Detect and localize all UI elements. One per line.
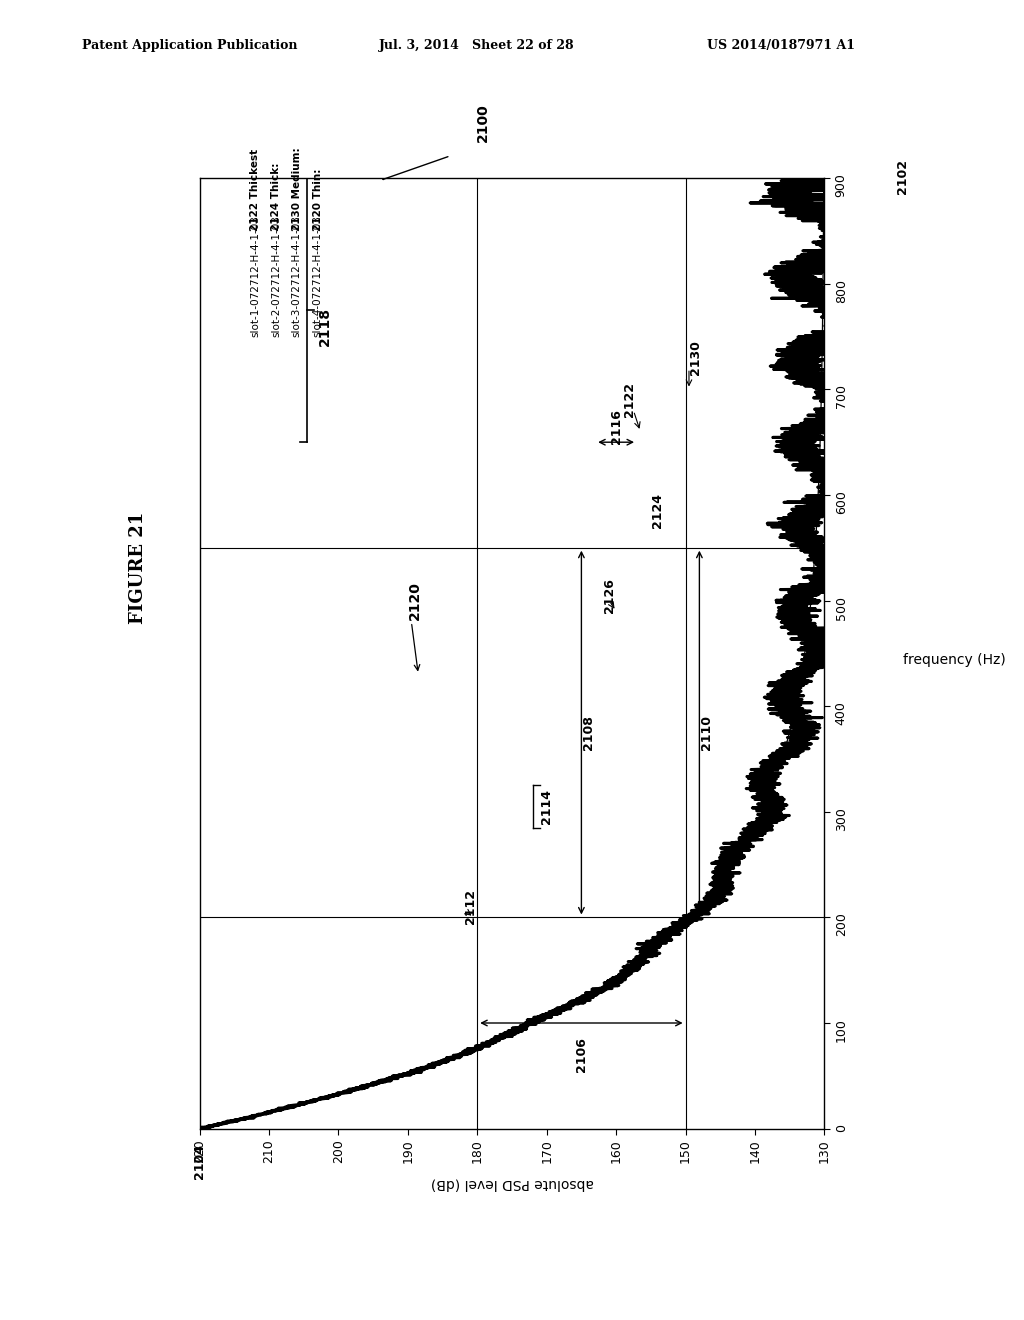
Text: Patent Application Publication: Patent Application Publication [82,38,297,51]
Text: slot-4-072712-H-4-1-03: slot-4-072712-H-4-1-03 [312,215,323,337]
Text: 2116: 2116 [609,409,623,444]
Text: 2130: 2130 [689,341,702,375]
Text: 2110: 2110 [699,715,713,750]
Text: slot-1-072712-H-4-1-03: slot-1-072712-H-4-1-03 [250,215,260,337]
Y-axis label: frequency (Hz): frequency (Hz) [903,653,1006,668]
Text: Jul. 3, 2014   Sheet 22 of 28: Jul. 3, 2014 Sheet 22 of 28 [379,38,574,51]
Text: 2124 Thick:: 2124 Thick: [271,162,281,231]
Text: 2126: 2126 [603,578,615,612]
Text: 2106: 2106 [574,1038,588,1072]
Text: 2120: 2120 [408,581,422,620]
Text: 2120 Thin:: 2120 Thin: [312,169,323,231]
Text: 2122: 2122 [624,383,637,417]
Text: 2130 Medium:: 2130 Medium: [292,148,302,231]
Text: US 2014/0187971 A1: US 2014/0187971 A1 [707,38,855,51]
X-axis label: absolute PSD level (dB): absolute PSD level (dB) [430,1177,594,1191]
Text: 2124: 2124 [651,494,665,528]
Text: 2100: 2100 [476,103,490,141]
Text: FIGURE 21: FIGURE 21 [129,511,147,624]
Text: 2102: 2102 [896,160,909,194]
Text: slot-3-072712-H-4-1-03: slot-3-072712-H-4-1-03 [292,215,302,337]
Text: 2108: 2108 [582,715,595,750]
Text: 2104: 2104 [193,1144,206,1180]
Text: 2118: 2118 [317,306,332,346]
Text: 2122 Thickest: 2122 Thickest [250,149,260,231]
Text: 2112: 2112 [464,890,477,924]
Text: 2114: 2114 [541,789,553,824]
Text: slot-2-072712-H-4-1-03: slot-2-072712-H-4-1-03 [271,215,281,337]
